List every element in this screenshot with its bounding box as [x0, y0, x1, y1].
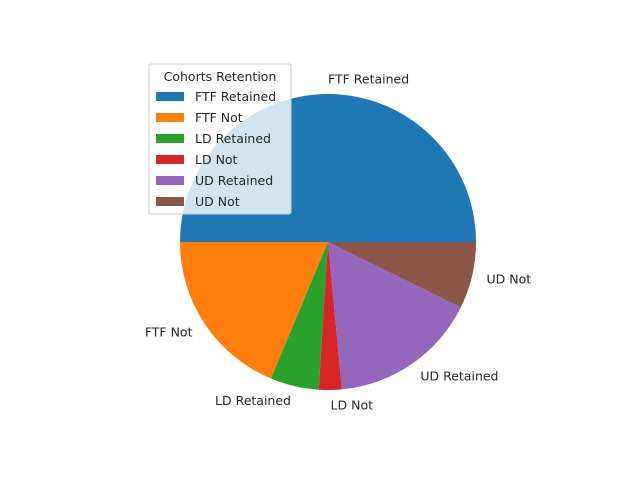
pie-slice-ud-retained [328, 242, 461, 390]
legend: Cohorts Retention FTF Retained FTF Not LD … [148, 63, 292, 215]
legend-label-ld-not: LD Not [195, 152, 238, 167]
legend-swatch-ud-not [156, 197, 184, 206]
legend-swatch-ftf-not [156, 113, 184, 122]
slice-label-ld-retained: LD Retained [215, 393, 291, 408]
legend-label-ftf-retained: FTF Retained [195, 89, 276, 104]
legend-swatch-ud-retained [156, 176, 184, 185]
pie-slice-labels: FTF Retained FTF Not LD Retained LD Not UD R… [145, 72, 531, 413]
pie-slice-ld-retained [270, 242, 328, 390]
legend-label-ud-not: UD Not [195, 194, 240, 209]
legend-items: FTF Retained FTF Not LD Retained LD Not UD R… [156, 89, 276, 209]
slice-label-ud-retained: UD Retained [420, 369, 498, 384]
slice-label-ftf-not: FTF Not [145, 325, 193, 340]
legend-label-ld-retained: LD Retained [195, 131, 271, 146]
slice-label-ld-not: LD Not [331, 397, 374, 412]
pie-slice-ld-not [318, 242, 342, 390]
legend-swatch-ld-not [156, 155, 184, 164]
slice-label-ftf-retained: FTF Retained [328, 72, 409, 87]
pie-slice-ftf-not [180, 242, 328, 379]
legend-swatch-ld-retained [156, 134, 184, 143]
legend-swatch-ftf-retained [156, 92, 184, 101]
legend-title: Cohorts Retention [164, 69, 277, 84]
legend-label-ud-retained: UD Retained [195, 173, 273, 188]
slice-label-ud-not: UD Not [487, 272, 532, 287]
legend-label-ftf-not: FTF Not [195, 110, 243, 125]
legend-frame [148, 63, 292, 215]
pie-slice-ud-not [328, 242, 476, 308]
